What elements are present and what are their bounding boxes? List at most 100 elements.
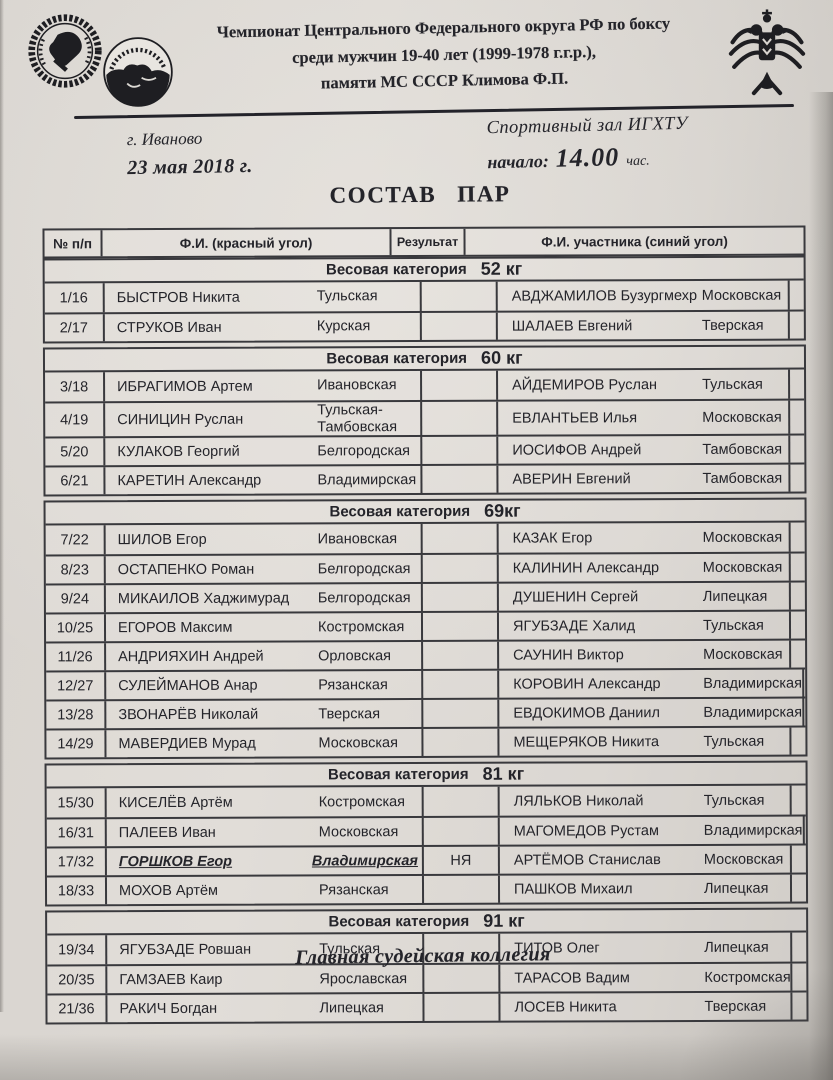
red-boxer-name: СИНИЦИН Руслан xyxy=(117,411,244,428)
weight-category-band: Весовая категория 52 кг xyxy=(44,257,804,284)
pair-number-cell: 11/26 xyxy=(46,643,107,671)
red-corner-cell: КУЛАКОВ Георгий Белгородская xyxy=(105,437,423,466)
red-corner-cell: МОХОВ Артём Рязанская xyxy=(106,876,425,905)
red-boxer-name: РАКИЧ Богдан xyxy=(119,1000,218,1018)
table-row: 7/22 ШИЛОВ Егор Ивановская КАЗАК Егор Москов… xyxy=(45,522,805,555)
blue-boxer-name: ЛЯЛЬКОВ Николай xyxy=(513,793,644,810)
blue-corner-cell: ЛОСЕВ Никита Тверская xyxy=(500,992,793,1022)
result-cell xyxy=(424,965,501,993)
event-start-time: начало: 14.00 час. xyxy=(487,141,689,176)
result-cell xyxy=(421,281,498,312)
pair-number-cell: 1/16 xyxy=(44,283,105,313)
blue-boxer-region: Владимирская xyxy=(703,704,803,721)
outer-margin-cell xyxy=(804,699,818,726)
blue-boxer-region: Костромская xyxy=(704,969,791,986)
document-title: Чемпионат Центрального Федерального окру… xyxy=(177,10,711,101)
red-corner-cell: ЗВОНАРЁВ Николай Тверская xyxy=(106,700,424,729)
weight-category-label: Весовая категория xyxy=(326,260,467,279)
blue-boxer-name: ЛОСЕВ Никита xyxy=(514,999,617,1016)
pair-number-cell: 9/24 xyxy=(45,585,106,613)
red-corner-cell: КАРЕТИН Александр Владимирская xyxy=(105,466,423,495)
red-boxer-region: Московская xyxy=(318,823,399,840)
red-boxer-region: Ивановская xyxy=(317,377,397,394)
blue-boxer-region: Владимирская xyxy=(703,822,803,839)
blue-corner-cell: ТАРАСОВ Вадим Костромская xyxy=(500,963,793,993)
pair-number-cell: 6/21 xyxy=(45,467,106,495)
outer-margin-cell xyxy=(792,875,806,902)
pair-number-cell: 15/30 xyxy=(46,788,107,818)
pair-number-cell: 5/20 xyxy=(45,438,106,466)
blue-corner-cell: МЕЩЕРЯКОВ Никита Тульская xyxy=(499,727,792,757)
ivanovo-boxing-federation-icon xyxy=(102,36,174,108)
outer-margin-cell xyxy=(790,370,804,399)
result-cell xyxy=(422,613,500,641)
blue-boxer-region: Липецкая xyxy=(702,588,768,605)
table-row: 4/19 СИНИЦИН Руслан Тульская-Тамбовская ЕВЛ… xyxy=(45,398,805,437)
result-cell xyxy=(422,555,499,583)
blue-corner-cell: ЕВДОКИМОВ Даниил Владимирская xyxy=(499,698,805,728)
outer-margin-cell xyxy=(804,817,818,844)
result-cell xyxy=(423,787,500,817)
red-corner-cell: ГОРШКОВ Егор Владимирская xyxy=(106,847,424,876)
pair-number-cell: 13/28 xyxy=(46,701,107,729)
blue-boxer-name: ТАРАСОВ Вадим xyxy=(514,970,630,987)
blue-boxer-name: ШАЛАЕВ Евгений xyxy=(511,317,633,335)
blue-boxer-region: Московская xyxy=(703,851,784,868)
col-header-result: Результат xyxy=(391,228,466,256)
table-row: 10/25 ЕГОРОВ Максим Костромская ЯГУБЗАДЕ Ха… xyxy=(45,609,806,642)
red-corner-cell: ЕГОРОВ Максим Костромская xyxy=(105,613,424,642)
table-row: 15/30 КИСЕЛЁВ Артём Костромская ЛЯЛЬКОВ Ник… xyxy=(46,785,806,818)
event-date: 23 мая 2018 г. xyxy=(127,154,253,180)
red-corner-cell: МАВЕРДИЕВ Мурад Московская xyxy=(106,729,424,758)
result-cell xyxy=(423,700,500,728)
result-cell xyxy=(421,312,498,341)
red-boxer-region: Владимирская xyxy=(317,471,417,488)
weight-category-value: 91 кг xyxy=(483,910,525,932)
table-row: 1/16 БЫСТРОВ Никита Тульская АВДЖАМИЛОВ Буз… xyxy=(44,280,804,313)
red-corner-cell: ОСТАПЕНКО Роман Белгородская xyxy=(105,555,423,584)
weight-category-label: Весовая категория xyxy=(326,349,468,368)
red-boxer-name: МИКАИЛОВ Хаджимурад xyxy=(117,590,290,608)
red-boxer-region: Липецкая xyxy=(319,999,384,1016)
outer-margin-cell xyxy=(790,401,804,434)
blue-boxer-name: ПАШКОВ Михаил xyxy=(513,881,633,898)
table-row: 3/18 ИБРАГИМОВ Артем Ивановская АЙДЕМИРОВ Р… xyxy=(45,369,804,402)
pair-number-cell: 14/29 xyxy=(46,730,107,758)
blue-corner-cell: САУНИН Виктор Московская xyxy=(499,640,792,670)
blue-boxer-region: Тверская xyxy=(704,998,767,1015)
red-boxer-name: АНДРИЯХИН Андрей xyxy=(118,648,264,666)
blue-boxer-region: Тульская xyxy=(702,617,764,634)
event-city: г. Иваново xyxy=(126,128,203,150)
blue-boxer-region: Московская xyxy=(701,287,782,304)
outer-margin-cell xyxy=(792,993,806,1020)
result-cell xyxy=(423,876,501,904)
blue-boxer-name: ИОСИФОВ Андрей xyxy=(512,442,642,459)
red-boxer-region: Рязанская xyxy=(318,676,388,693)
weight-category-band: Весовая категория 91 кг xyxy=(47,909,807,936)
table-row: 14/29 МАВЕРДИЕВ Мурад Московская МЕЩЕРЯКОВ … xyxy=(46,725,806,758)
blue-boxer-region: Тамбовская xyxy=(702,470,783,487)
result-cell xyxy=(423,642,500,670)
red-corner-cell: СИНИЦИН Руслан Тульская-Тамбовская xyxy=(105,402,423,437)
weight-section: Весовая категория 52 кг 1/16 БЫСТРОВ Никита… xyxy=(42,255,806,344)
outer-margin-cell xyxy=(804,670,818,697)
event-venue: Спортивный зал ИГХТУ xyxy=(486,113,688,139)
table-row: 5/20 КУЛАКОВ Георгий Белгородская ИОСИФОВ А… xyxy=(45,433,805,466)
blue-boxer-region: Тамбовская xyxy=(702,441,783,458)
red-boxer-name: ШИЛОВ Егор xyxy=(117,531,207,549)
blue-corner-cell: АЙДЕМИРОВ Руслан Тульская xyxy=(498,369,791,400)
pair-number-cell: 7/22 xyxy=(45,525,106,555)
blue-corner-cell: ЕВЛАНТЬЕВ Илья Московская xyxy=(498,400,791,436)
weight-category-band: Весовая категория 69кг xyxy=(45,499,805,526)
red-boxer-name: МОХОВ Артём xyxy=(118,882,219,900)
red-boxer-region: Тульская xyxy=(316,288,378,305)
red-boxer-name: КУЛАКОВ Георгий xyxy=(117,443,240,461)
red-boxer-name: ИБРАГИМОВ Артем xyxy=(117,378,253,395)
outer-margin-cell xyxy=(790,436,804,463)
blue-boxer-name: КОРОВИН Александр xyxy=(513,675,661,693)
pair-number-cell: 10/25 xyxy=(45,614,107,642)
table-row: 17/32 ГОРШКОВ Егор Владимирская НЯ АРТЁМОВ С… xyxy=(46,843,806,876)
weight-category-value: 69кг xyxy=(484,500,521,522)
outer-margin-cell xyxy=(791,612,805,639)
col-header-blue-corner: Ф.И. участника (синий угол) xyxy=(541,233,728,250)
